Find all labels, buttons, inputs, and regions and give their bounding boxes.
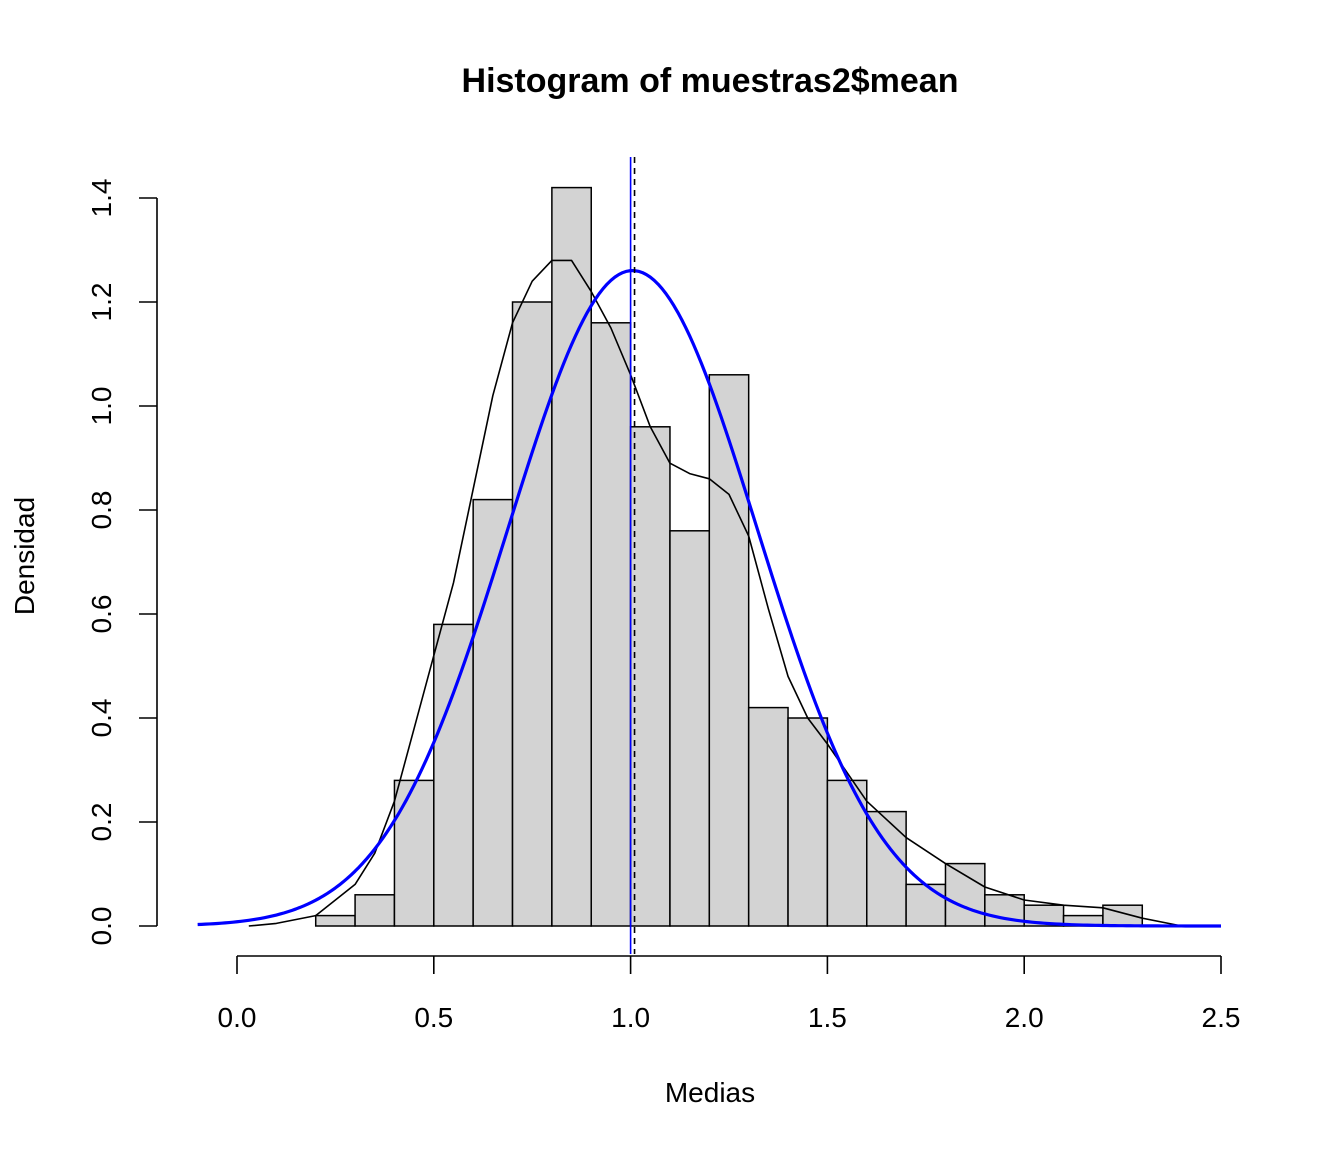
x-tick-label-6: 2.5 [1202,1002,1241,1033]
x-tick-label-2: 0.5 [414,1002,453,1033]
histogram-bar-6 [511,301,553,927]
y-tick-label-5: 0.8 [86,491,117,530]
chart-title: Histogram of muestras2$mean [462,62,959,100]
y-axis-label: Densidad [9,497,40,615]
histogram-bar-16 [905,883,947,927]
density-curve [248,259,1182,927]
curves [197,259,1221,928]
histogram-bar-17 [944,862,986,927]
normal-curve [197,269,1221,928]
y-tick-label-2: 0.2 [86,803,117,842]
y-tick-label-7: 1.2 [86,283,117,322]
histogram-bar-11 [708,374,750,927]
histogram-bar-9 [629,426,671,927]
x-tick-label-5: 2.0 [1005,1002,1044,1033]
histogram-bar-13 [787,717,829,927]
reference-lines [629,157,636,954]
x-axis-label: Medias [665,1077,755,1108]
y-tick-label-6: 1.0 [86,387,117,426]
y-axis: 0.0 0.2 0.4 0.6 0.8 1.0 1.2 1.4 [86,179,158,946]
histogram-bar-8 [590,322,632,927]
histogram-bars [314,186,1144,927]
histogram-bar-10 [669,530,711,927]
x-tick-label-3: 1.0 [611,1002,650,1033]
y-tick-label-8: 1.4 [86,179,117,218]
histogram-bar-3 [393,779,435,927]
x-tick-label-1: 0.0 [218,1002,257,1033]
histogram-bar-12 [747,706,789,927]
y-tick-label-1: 0.0 [86,907,117,946]
x-tick-label-4: 1.5 [808,1002,847,1033]
y-tick-label-3: 0.4 [86,699,117,738]
x-axis: 0.0 0.5 1.0 1.5 2.0 2.5 [218,955,1241,1033]
histogram-bar-7 [551,186,592,927]
y-tick-label-4: 0.6 [86,595,117,634]
histogram-bar-18 [984,894,1025,927]
histogram-bar-4 [433,623,474,927]
histogram-bar-1 [314,914,356,927]
histogram-bar-15 [866,810,907,927]
histogram-bar-5 [472,498,514,927]
histogram-bar-21 [1102,904,1144,927]
histogram-bar-2 [354,894,396,927]
